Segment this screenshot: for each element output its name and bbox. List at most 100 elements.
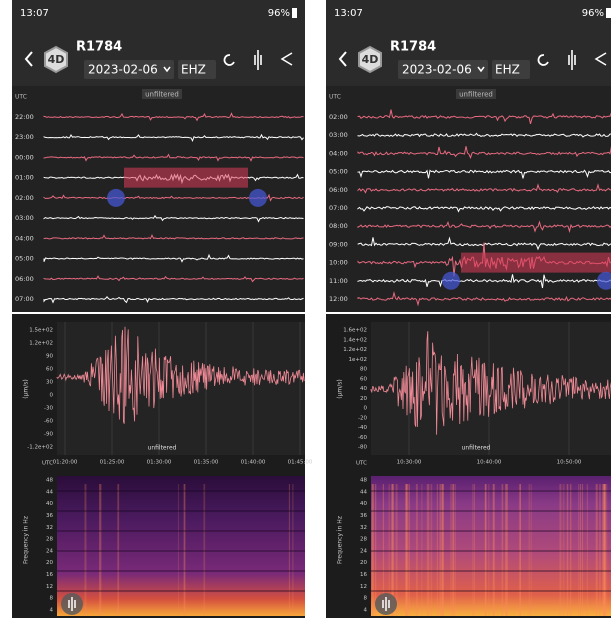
back-button[interactable]	[24, 51, 33, 67]
helicorder-timezone: UTC	[15, 94, 27, 101]
waveform-y-label: -80	[358, 445, 367, 451]
helicorder-row-label: 10:00	[329, 259, 348, 267]
spectrogram-y-label: 12	[360, 584, 367, 590]
share-button[interactable]	[280, 52, 293, 66]
waveform-x-label: 01:45:00	[288, 460, 313, 466]
waveform-y-label: 60	[360, 376, 367, 382]
spectrogram-streak	[441, 484, 444, 616]
spectrogram-streak	[582, 484, 583, 616]
waveform-y-label: 0	[364, 406, 368, 412]
selection-window[interactable]	[461, 252, 611, 273]
waveform-y-label: -40	[358, 425, 367, 431]
waveform-y-label: -60	[44, 419, 53, 425]
battery-level: 96%	[268, 8, 290, 19]
helicorder-row-label: 06:00	[15, 275, 34, 283]
waveform-button[interactable]	[252, 50, 264, 70]
spectrogram-streak	[405, 484, 408, 616]
spectrogram-streak	[390, 484, 393, 616]
spectrogram-y-label: 20	[360, 560, 367, 566]
helicorder-row-label: 06:00	[329, 186, 348, 194]
helicorder-row-label: 09:00	[329, 240, 348, 248]
spectrogram-streak	[99, 484, 102, 616]
spectrogram-streak	[427, 484, 430, 616]
waveform-y-label: 1.4e+02	[343, 337, 367, 343]
date-picker[interactable]	[84, 60, 174, 79]
selection-handle[interactable]	[597, 271, 611, 290]
spectrogram-streak	[183, 484, 186, 616]
spectrogram-y-label: 36	[360, 513, 367, 519]
spectrogram-streak	[454, 484, 456, 616]
phone-screen: 13:07 96% 4D R1784 2023-02-06 EHZ UTC unfiltere…	[12, 0, 313, 618]
helicorder-trace	[43, 112, 304, 122]
spectrogram-streak	[528, 484, 531, 616]
selection-window[interactable]	[124, 167, 248, 188]
helicorder-trace	[43, 133, 304, 143]
date-value: 2023-02-06	[402, 63, 472, 77]
spectrogram-streak	[391, 484, 394, 616]
spectrogram-y-label: 20	[46, 560, 53, 566]
spectrogram-streak	[605, 484, 608, 616]
channel-picker[interactable]	[178, 60, 216, 79]
selection-handle[interactable]	[249, 188, 267, 207]
helicorder-row-label: 07:00	[329, 204, 348, 212]
spectrogram-streak	[586, 484, 589, 616]
spectrogram-streak	[203, 484, 206, 616]
spectrogram-streak	[488, 484, 490, 616]
waveform-y-label: 0	[50, 393, 54, 399]
waveform-timezone: UTC	[356, 461, 367, 467]
waveform-y-label: 1.6e+02	[343, 328, 367, 334]
spectrogram-streak	[604, 484, 606, 616]
filter-chip	[142, 89, 182, 99]
refresh-button[interactable]	[537, 54, 549, 66]
waveform-unit: (µm/s)	[337, 379, 344, 399]
spectrogram-y-label: 24	[360, 548, 367, 554]
spectrogram-y-label: 28	[46, 537, 53, 543]
selection-handle[interactable]	[107, 188, 125, 207]
helicorder-trace	[357, 183, 611, 194]
spectrogram-y-label: 44	[46, 489, 53, 495]
refresh-button[interactable]	[223, 54, 235, 66]
sound-icon	[68, 597, 76, 611]
selection-handle[interactable]	[442, 271, 460, 290]
spectrogram-band	[57, 590, 305, 592]
waveform-filter: unfiltered	[462, 445, 491, 452]
spectrogram-streak	[439, 484, 442, 616]
waveform-y-label: 40	[360, 386, 367, 392]
spectrogram-band	[371, 570, 611, 572]
channel-value: EHZ	[181, 63, 206, 77]
spectrogram-band	[57, 570, 305, 572]
helicorder-row-label: 02:00	[329, 113, 348, 121]
helicorder-trace	[357, 169, 611, 179]
helicorder-trace	[43, 234, 304, 240]
waveform-y-label: 1.2e+02	[343, 347, 367, 353]
network-code: 4D	[362, 53, 379, 66]
waveform-trace	[56, 326, 305, 424]
spectrogram-streak	[602, 484, 605, 616]
spectrogram-y-label: 12	[46, 584, 53, 590]
share-button[interactable]	[594, 52, 607, 66]
waveform-trace	[370, 331, 611, 435]
helicorder-trace	[43, 296, 304, 304]
battery-icon	[292, 8, 297, 18]
date-picker[interactable]	[398, 60, 488, 79]
spectrogram-streak	[577, 484, 579, 616]
battery-icon	[606, 8, 611, 18]
waveform-y-label: -1.2e+02	[27, 445, 53, 451]
spectrogram-streak	[530, 484, 532, 616]
network-badge	[358, 45, 382, 74]
channel-picker[interactable]	[492, 60, 530, 79]
spectrogram-streak	[492, 484, 495, 616]
spectrogram-y-label: 48	[360, 478, 367, 484]
spectrogram-y-label: 24	[46, 548, 53, 554]
waveform-filter: unfiltered	[148, 445, 177, 452]
spectrogram-streak	[484, 484, 487, 616]
waveform-button[interactable]	[566, 50, 578, 70]
station-name: R1784	[76, 40, 122, 55]
spectrogram-streak	[442, 484, 444, 616]
waveform-unit: (µm/s)	[23, 379, 30, 399]
spectrogram-band	[371, 530, 611, 532]
spectrogram-y-label: 36	[46, 513, 53, 519]
spectrogram-streak	[506, 484, 508, 616]
back-button[interactable]	[338, 51, 347, 67]
